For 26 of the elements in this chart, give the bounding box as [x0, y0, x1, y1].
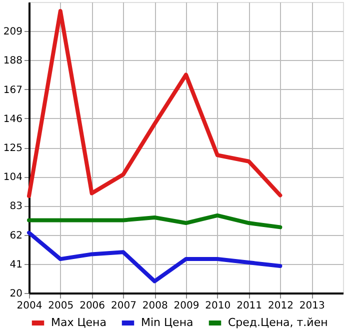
y-tick-label: 146	[3, 114, 22, 125]
legend-label: Сред.Цена, т.йен	[228, 316, 328, 329]
x-tick-label: 2007	[110, 300, 136, 312]
line-series	[27, 213, 282, 230]
legend-label: Min Цена	[141, 316, 194, 329]
y-tick-label: 209	[3, 26, 22, 38]
y-tick-label: 83	[10, 201, 22, 212]
x-tick-label: 2010	[205, 300, 231, 312]
x-tick-label: 2011	[236, 300, 262, 312]
x-tick-label: 2009	[174, 300, 200, 312]
line-series	[27, 9, 282, 198]
x-tick-label: 2004	[16, 300, 42, 312]
line-series	[27, 230, 282, 284]
legend-label: Max Цена	[51, 316, 106, 329]
x-tick-label: 2006	[80, 300, 106, 312]
y-tick-label: 41	[10, 259, 22, 270]
x-tick-label: 2012	[268, 300, 294, 312]
y-tick-label: 167	[3, 84, 22, 96]
y-tick-label: 62	[10, 230, 22, 242]
y-tick-label: 188	[3, 56, 22, 67]
y-tick-label: 20	[10, 288, 22, 300]
x-tick-label: 2008	[142, 300, 168, 312]
y-tick-label: 104	[3, 172, 22, 184]
x-tick-label: 2013	[299, 300, 325, 312]
y-tick-label: 125	[3, 143, 22, 154]
x-tick-label: 2005	[48, 300, 74, 312]
